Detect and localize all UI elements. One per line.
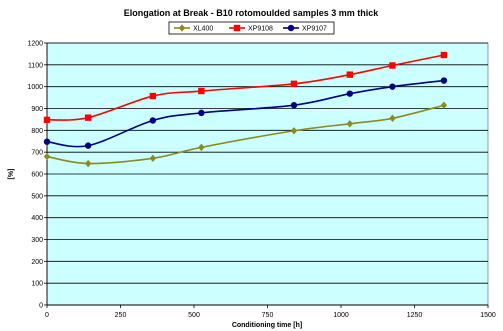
chart-title: Elongation at Break - B10 rotomoulded sa… [124,8,380,18]
data-point-xp9108 [198,87,205,95]
y-tick-label: 1100 [28,62,43,69]
data-point-xl400 [389,114,396,123]
series-line-xp9108 [46,54,445,121]
data-point-xl400 [290,127,298,135]
data-point-xp9108 [290,80,298,88]
y-axis-label: [%] [8,169,15,180]
data-point-xl400 [198,143,205,152]
x-tick-label: 750 [262,312,274,319]
data-point-xp9107 [290,102,298,109]
data-point-xl400 [43,152,51,161]
data-point-xp9107 [440,77,448,84]
x-tick-label: 1250 [407,312,423,319]
x-tick-label: 0 [45,312,49,319]
legend-label-xp9107: XP9107 [302,26,327,33]
y-tick-label: 1000 [27,84,43,91]
data-point-xp9108 [389,62,396,69]
series-xp9108 [43,51,448,124]
data-point-xp9108 [346,71,354,78]
series-layer [43,51,448,168]
data-point-xl400 [149,154,157,162]
legend-label-xl400: XL400 [193,26,213,33]
data-point-xp9107 [84,142,92,149]
y-tick-label: 300 [31,237,43,244]
y-tick-label: 600 [31,172,43,179]
y-tick-label: 100 [31,281,43,288]
data-point-xp9107 [198,109,205,117]
data-point-xp9107 [389,83,396,90]
y-tick-label: 200 [31,259,43,266]
legend: XL400 XP9108 XP9107 [168,21,335,35]
legend-marker-xl400 [178,24,186,32]
data-point-xp9107 [149,117,157,124]
y-tick-label: 500 [31,193,43,200]
gridlines [47,42,488,284]
legend-label-xp9108: XP9108 [248,26,273,33]
series-line-xl400 [46,104,445,165]
x-axis-label: Conditioning time [h] [232,322,302,329]
y-tick-label: 700 [31,150,43,157]
data-point-xl400 [346,120,354,128]
data-point-xl400 [84,159,92,168]
y-tick-label: 900 [31,106,43,113]
axes: 0 100 200 300 400 500 600 700 800 900 1000 1100 1200… [27,41,495,320]
legend-marker-xp9108 [233,24,241,32]
data-point-xp9107 [43,138,51,145]
x-tick-label: 250 [115,312,127,319]
y-tick-label: 800 [31,128,43,135]
y-tick-label: 400 [31,215,43,222]
x-tick-label: 1000 [333,312,349,319]
legend-box [168,21,335,35]
x-tick-label: 1500 [480,312,496,319]
data-point-xp9107 [346,90,354,97]
x-tick-label: 500 [188,312,200,319]
series-xl400 [43,101,448,168]
data-point-xp9108 [84,114,92,121]
data-point-xl400 [440,101,448,109]
y-tick-label: 0 [39,303,43,310]
y-tick-label: 1200 [27,41,43,48]
series-xp9107 [43,77,448,149]
data-point-xp9108 [149,92,157,100]
data-point-xp9108 [43,116,51,124]
legend-marker-xp9107 [287,24,295,32]
series-line-xp9107 [46,79,444,148]
data-point-xp9108 [440,51,448,59]
